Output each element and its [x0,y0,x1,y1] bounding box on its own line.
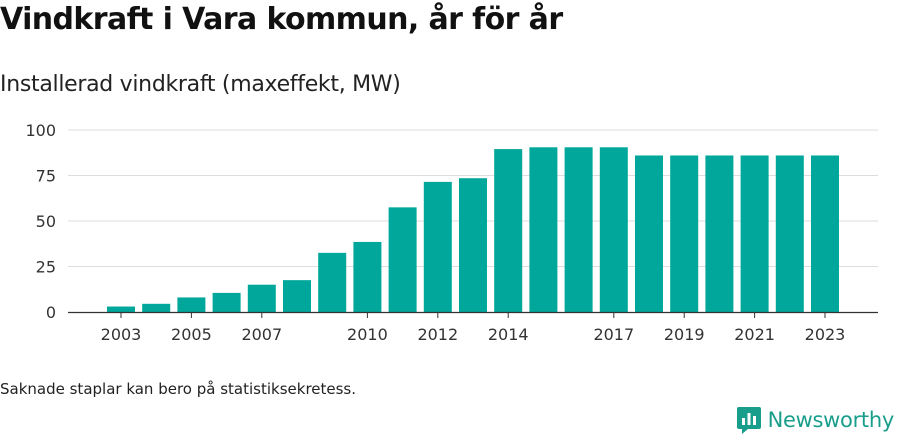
y-tick-label: 50 [36,212,56,231]
x-tick-label: 2007 [241,325,282,344]
footnote: Saknade staplar kan bero på statistiksek… [0,380,357,398]
bar-2009 [318,252,347,312]
bar-2023 [811,155,839,312]
brand-logo: Newsworthy [736,405,894,435]
bar-2004 [142,303,171,312]
bar-2005 [177,297,206,312]
y-tick-label: 25 [36,258,56,277]
bar-2022 [775,155,804,312]
y-axis-tick-labels: 0 25 50 75 100 [25,121,56,322]
bar-2008 [283,280,311,312]
bar-2019 [670,155,699,312]
bar-2017 [599,147,628,312]
y-tick-label: 100 [25,121,56,140]
chart-title: Vindkraft i Vara kommun, år för år [0,2,563,37]
bar-2007 [247,284,276,312]
chart-subtitle: Installerad vindkraft (maxeffekt, MW) [0,72,401,97]
newsworthy-logo-icon [736,407,761,434]
bar-2020 [705,155,734,312]
bar-2011 [388,207,417,312]
x-tick-label: 2021 [734,325,775,344]
x-tick-label: 2019 [664,325,705,344]
bar-2016 [564,147,593,312]
bar-2003 [107,306,135,312]
bar-2015 [529,147,558,312]
bar-2010 [353,241,382,312]
x-tick-label: 2017 [593,325,634,344]
x-tick-label: 2005 [171,325,212,344]
x-axis-tick-labels: 2003 2005 2007 2010 2012 2014 2017 2019 2021 2023 [101,312,846,344]
y-tick-label: 75 [36,167,56,186]
bar-2012 [423,181,452,312]
brand-name: Newsworthy [767,408,895,432]
x-tick-label: 2023 [805,325,846,344]
bars [107,147,839,312]
x-tick-label: 2010 [347,325,388,344]
x-tick-label: 2003 [101,325,142,344]
bar-2006 [212,292,241,312]
y-tick-label: 0 [46,303,56,322]
bar-2021 [740,155,769,312]
x-tick-label: 2012 [417,325,458,344]
bar-2014 [494,149,523,312]
x-tick-label: 2014 [488,325,529,344]
bar-2018 [635,155,663,312]
bar-2013 [459,178,487,312]
